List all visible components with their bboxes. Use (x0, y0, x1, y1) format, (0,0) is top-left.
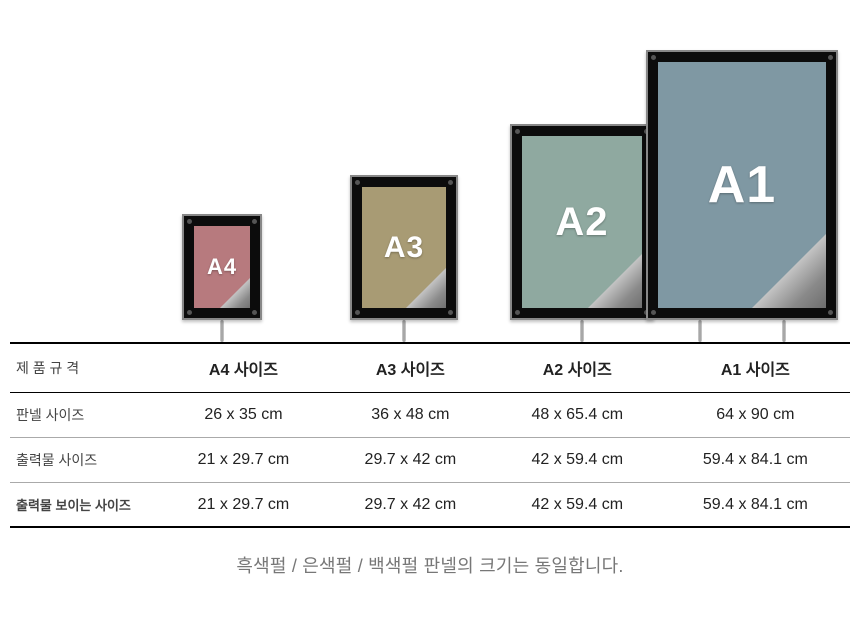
panel-stand (580, 320, 584, 342)
panel-stand (782, 320, 786, 342)
panel-frame: A3 (350, 175, 458, 320)
cell: 21 x 29.7 cm (160, 438, 327, 483)
spec-table: 제 품 규 격 A4 사이즈 A3 사이즈 A2 사이즈 A1 사이즈 판넬 사… (10, 342, 850, 528)
cell: 59.4 x 84.1 cm (661, 483, 850, 528)
row-label: 판넬 사이즈 (10, 393, 160, 438)
page-curl-icon (750, 232, 826, 308)
cell: 29.7 x 42 cm (327, 438, 494, 483)
cell: 21 x 29.7 cm (160, 483, 327, 528)
panel-stand (402, 320, 406, 342)
panel-stand (698, 320, 702, 342)
row-label: 출력물 사이즈 (10, 438, 160, 483)
row-label: 출력물 보이는 사이즈 (10, 483, 160, 528)
panel-stand (220, 320, 224, 342)
cell: 42 x 59.4 cm (494, 438, 661, 483)
poster-label: A4 (207, 254, 237, 280)
table-row: 출력물 보이는 사이즈21 x 29.7 cm29.7 x 42 cm42 x … (10, 483, 850, 528)
poster: A2 (522, 136, 642, 308)
poster-label: A3 (384, 231, 424, 265)
cell: 59.4 x 84.1 cm (661, 438, 850, 483)
panel-stage: A4 A3 A2 A1 (0, 0, 860, 320)
header-cell: A4 사이즈 (160, 343, 327, 393)
cell: 26 x 35 cm (160, 393, 327, 438)
poster: A4 (194, 226, 250, 308)
panel-a2: A2 (510, 124, 654, 320)
panel-a4: A4 (182, 214, 262, 320)
poster-label: A2 (555, 200, 608, 245)
panel-frame: A4 (182, 214, 262, 320)
footnote: 흑색펄 / 은색펄 / 백색펄 판넬의 크기는 동일합니다. (0, 552, 860, 578)
page-curl-icon (404, 266, 446, 308)
header-cell: A1 사이즈 (661, 343, 850, 393)
panel-frame: A2 (510, 124, 654, 320)
table-row: 판넬 사이즈26 x 35 cm36 x 48 cm48 x 65.4 cm64… (10, 393, 850, 438)
panel-a1: A1 (646, 50, 838, 320)
poster: A3 (362, 187, 446, 308)
cell: 36 x 48 cm (327, 393, 494, 438)
page-curl-icon (586, 252, 642, 308)
panel-frame: A1 (646, 50, 838, 320)
page-curl-icon (218, 276, 250, 308)
poster-label: A1 (708, 155, 776, 215)
header-cell: A3 사이즈 (327, 343, 494, 393)
cell: 64 x 90 cm (661, 393, 850, 438)
header-cell: A2 사이즈 (494, 343, 661, 393)
poster: A1 (658, 62, 826, 308)
cell: 29.7 x 42 cm (327, 483, 494, 528)
cell: 48 x 65.4 cm (494, 393, 661, 438)
table-header-row: 제 품 규 격 A4 사이즈 A3 사이즈 A2 사이즈 A1 사이즈 (10, 343, 850, 393)
header-cell: 제 품 규 격 (10, 343, 160, 393)
table-row: 출력물 사이즈21 x 29.7 cm29.7 x 42 cm42 x 59.4… (10, 438, 850, 483)
cell: 42 x 59.4 cm (494, 483, 661, 528)
panel-a3: A3 (350, 175, 458, 320)
